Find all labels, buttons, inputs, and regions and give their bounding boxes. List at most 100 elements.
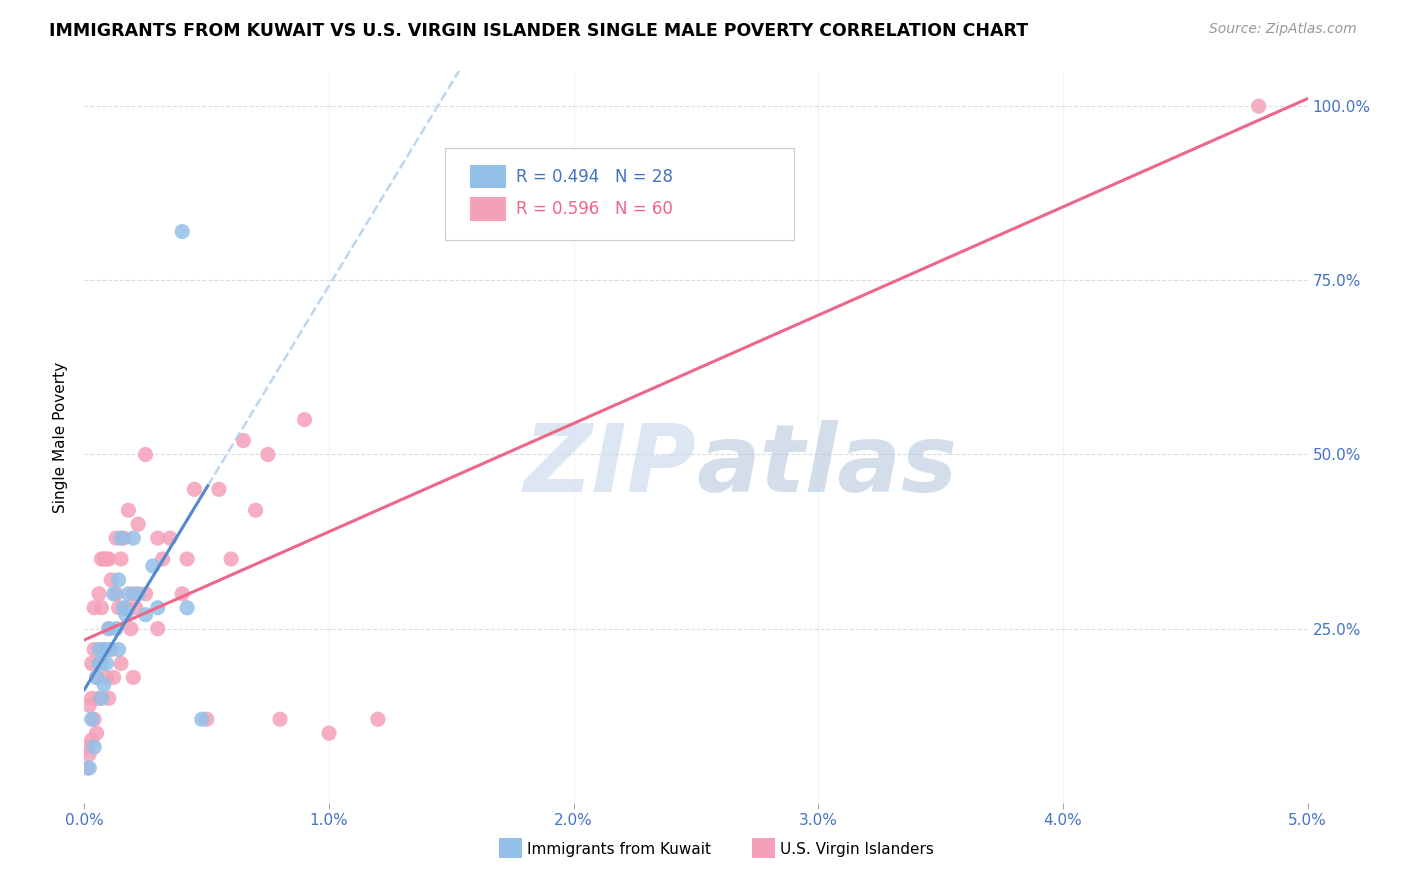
Point <box>90 552 112 566</box>
Point <box>112 600 135 615</box>
Point <box>93 642 115 657</box>
Point <box>87 657 110 671</box>
Point <box>96 552 118 566</box>
Point <box>105 622 128 636</box>
Point <box>172 225 194 239</box>
Point <box>219 552 242 566</box>
Point <box>83 642 105 657</box>
Point <box>152 552 174 566</box>
Text: IMMIGRANTS FROM KUWAIT VS U.S. VIRGIN ISLANDER SINGLE MALE POVERTY CORRELATION C: IMMIGRANTS FROM KUWAIT VS U.S. VIRGIN IS… <box>49 22 1028 40</box>
Point <box>146 531 169 545</box>
Point <box>183 483 205 497</box>
Point <box>294 412 316 426</box>
Point <box>87 587 110 601</box>
Point <box>125 600 148 615</box>
Point <box>191 712 214 726</box>
Point <box>77 747 100 761</box>
Point <box>176 552 198 566</box>
Point <box>107 600 129 615</box>
Point <box>96 670 118 684</box>
Point <box>122 670 145 684</box>
Point <box>110 552 132 566</box>
Point <box>76 761 98 775</box>
Point <box>86 726 108 740</box>
Text: U.S. Virgin Islanders: U.S. Virgin Islanders <box>780 842 934 856</box>
Point <box>117 587 139 601</box>
Point <box>107 573 129 587</box>
Point <box>93 642 115 657</box>
Point <box>176 600 198 615</box>
Point <box>83 712 105 726</box>
Text: atlas: atlas <box>696 420 957 512</box>
Bar <box>470 165 506 188</box>
Point <box>135 587 157 601</box>
Point <box>103 670 125 684</box>
Point <box>97 622 120 636</box>
Point <box>97 691 120 706</box>
Point <box>245 503 267 517</box>
Point <box>257 448 280 462</box>
Point <box>135 448 157 462</box>
Point <box>120 622 142 636</box>
Point <box>103 587 125 601</box>
Point <box>83 600 105 615</box>
Text: R = 0.596   N = 60: R = 0.596 N = 60 <box>516 200 673 218</box>
Point <box>117 503 139 517</box>
Point <box>107 642 129 657</box>
Point <box>110 657 132 671</box>
Point <box>97 622 120 636</box>
Point <box>172 587 194 601</box>
Point <box>80 657 103 671</box>
Text: ZIP: ZIP <box>523 420 696 512</box>
Point <box>146 622 169 636</box>
Point <box>318 726 340 740</box>
Text: Source: ZipAtlas.com: Source: ZipAtlas.com <box>1209 22 1357 37</box>
Point <box>115 607 138 622</box>
Point <box>83 740 105 755</box>
Point <box>122 587 145 601</box>
Point <box>77 761 100 775</box>
Point <box>105 531 128 545</box>
FancyBboxPatch shape <box>446 148 794 240</box>
Text: Immigrants from Kuwait: Immigrants from Kuwait <box>527 842 711 856</box>
Point <box>269 712 291 726</box>
Point <box>100 642 122 657</box>
Point <box>86 670 108 684</box>
Point <box>105 587 128 601</box>
Point <box>146 600 169 615</box>
Point <box>87 691 110 706</box>
Point <box>159 531 181 545</box>
Point <box>208 483 231 497</box>
Point <box>90 600 112 615</box>
Point <box>76 740 98 755</box>
Point <box>127 587 149 601</box>
Point <box>115 600 138 615</box>
Point <box>93 677 115 691</box>
Point <box>96 657 118 671</box>
Point <box>86 670 108 684</box>
Text: R = 0.494   N = 28: R = 0.494 N = 28 <box>516 168 673 186</box>
Point <box>100 573 122 587</box>
Point <box>90 657 112 671</box>
Bar <box>470 197 506 220</box>
Point <box>90 691 112 706</box>
Point <box>142 558 165 573</box>
Point <box>97 552 120 566</box>
Point <box>112 531 135 545</box>
Point <box>80 733 103 747</box>
Point <box>80 712 103 726</box>
Point <box>80 691 103 706</box>
Point <box>122 531 145 545</box>
Point <box>367 712 389 726</box>
Point <box>77 698 100 713</box>
Point <box>195 712 218 726</box>
Point <box>127 517 149 532</box>
Point <box>93 552 115 566</box>
Y-axis label: Single Male Poverty: Single Male Poverty <box>53 361 69 513</box>
Point <box>232 434 254 448</box>
Point <box>110 531 132 545</box>
Point <box>97 642 120 657</box>
Point <box>87 642 110 657</box>
Point <box>135 607 157 622</box>
Point <box>1247 99 1270 113</box>
